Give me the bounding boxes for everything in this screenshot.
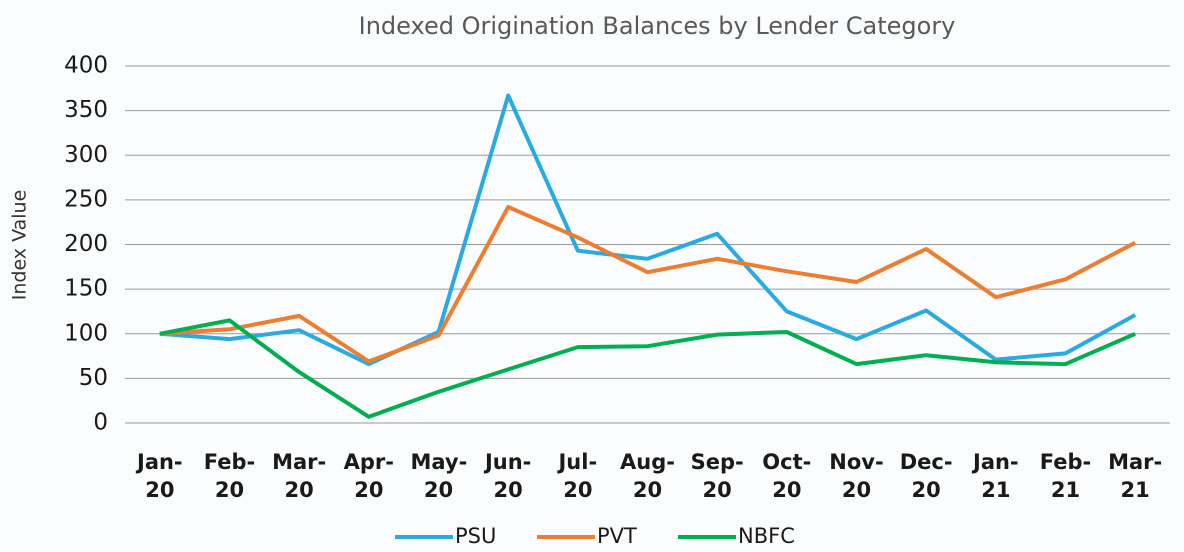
line-series xyxy=(159,205,1137,364)
y-tick-label: 400 xyxy=(64,53,108,79)
x-tick-label: Dec-20 xyxy=(899,450,953,502)
x-tick-label: Aug-20 xyxy=(620,450,675,502)
chart-title: Indexed Origination Balances by Lender C… xyxy=(359,12,956,40)
x-tick-label: Feb-21 xyxy=(1039,450,1092,502)
y-axis-label: Index Value xyxy=(9,190,31,301)
x-tick-label: Jul-20 xyxy=(558,450,598,502)
x-tick-label: May-20 xyxy=(410,450,468,502)
y-tick-label: 300 xyxy=(64,142,108,168)
x-tick-label: Mar-21 xyxy=(1108,450,1163,502)
x-tick-label: Apr-20 xyxy=(343,450,394,502)
line-series xyxy=(159,93,1137,367)
legend-label: PSU xyxy=(455,524,496,548)
x-tick-label: Nov-20 xyxy=(829,450,884,502)
x-tick-label: Jan-20 xyxy=(137,450,183,502)
y-tick-label: 200 xyxy=(64,231,108,257)
y-tick-label: 150 xyxy=(64,276,108,302)
x-tick-label: Sep-20 xyxy=(690,450,744,502)
legend-label: NBFC xyxy=(738,524,795,548)
line-series xyxy=(159,318,1136,419)
x-tick-label: Mar-20 xyxy=(272,450,327,502)
legend-label: PVT xyxy=(597,524,637,548)
y-tick-label: 350 xyxy=(64,97,108,123)
y-tick-label: 100 xyxy=(64,320,108,346)
y-tick-label: 250 xyxy=(64,186,108,212)
y-tick-label: 0 xyxy=(93,410,108,436)
x-tick-label: Feb-20 xyxy=(203,450,256,502)
y-tick-label: 50 xyxy=(79,365,108,391)
x-tick-label: Jun-20 xyxy=(484,450,532,502)
x-tick-label: Jan-21 xyxy=(973,450,1019,502)
x-tick-label: Oct-20 xyxy=(762,450,812,502)
